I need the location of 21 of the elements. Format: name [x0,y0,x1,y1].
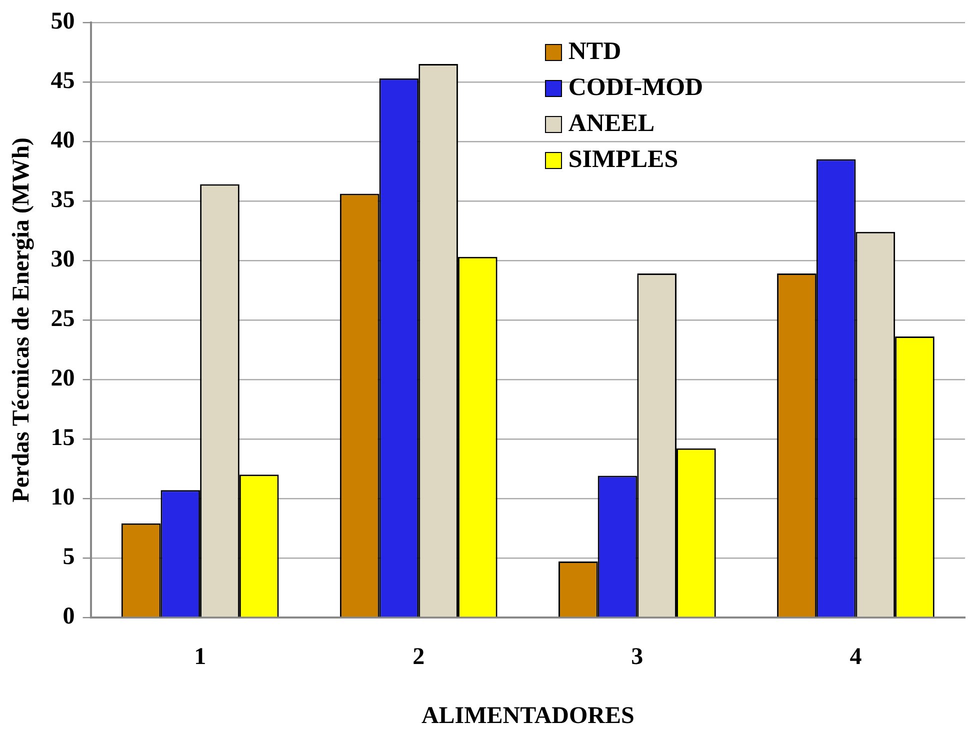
x-tick-label: 4 [850,644,862,670]
y-tick-label: 0 [62,604,75,630]
y-tick-label: 50 [50,8,75,35]
y-tick-label: 25 [50,306,75,332]
legend-label: NTD [568,38,622,66]
x-tick-label: 2 [412,644,425,670]
x-tick-label: 3 [631,644,644,670]
y-tick-label: 45 [50,68,75,94]
y-axis-title: Perdas Técnicas de Energia (MWh) [8,137,35,502]
legend-label: SIMPLES [568,146,678,174]
legend-label: CODI-MOD [568,74,704,102]
y-tick-label: 10 [50,484,75,511]
y-tick-label: 35 [50,187,75,214]
y-tick-label: 20 [50,366,75,392]
y-tick-label: 15 [50,425,75,452]
y-tick-label: 5 [62,544,75,570]
legend-label: ANEEL [568,110,655,138]
y-tick-label: 40 [50,128,75,154]
x-axis-title: ALIMENTADORES [421,702,634,729]
x-tick-label: 1 [194,644,206,670]
y-tick-label: 30 [50,246,75,273]
